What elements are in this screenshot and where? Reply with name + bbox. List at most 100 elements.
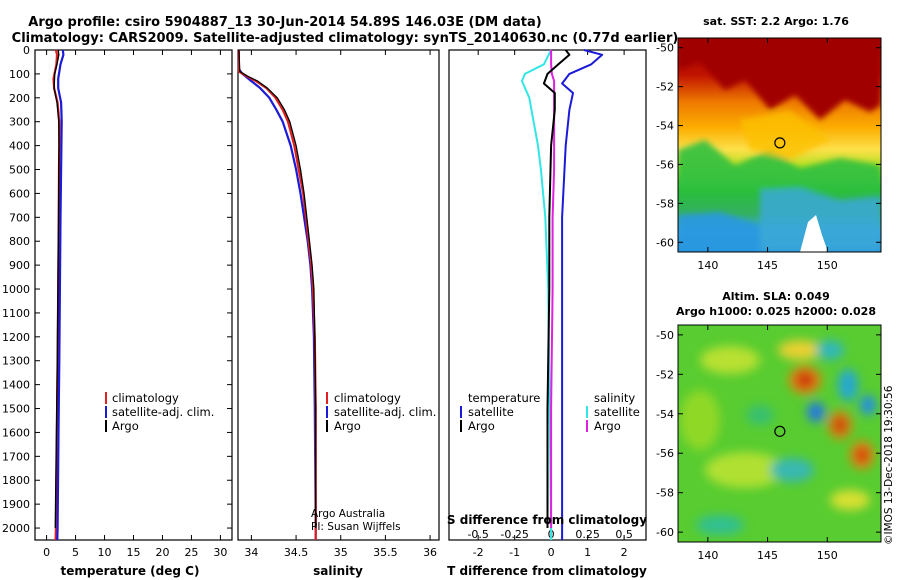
depth-tick-label: 1400 — [2, 379, 30, 392]
legend-title-salinity: salinity — [594, 391, 635, 405]
legend-swatch-argo — [105, 420, 107, 432]
x-tick-label: 34.5 — [284, 546, 309, 559]
legend-label-satellite-adj: satellite-adj. clim. — [112, 405, 214, 419]
credit-pi: PI: Susan Wijffels — [311, 521, 401, 533]
sst-map-title: sat. SST: 2.2 Argo: 1.76 — [703, 15, 849, 28]
salinity-frame — [237, 49, 440, 541]
profile-location-marker — [774, 425, 786, 437]
x-tick-label: 34 — [244, 546, 258, 559]
x-tick-label: 2 — [621, 546, 628, 559]
salinity-legend: climatology satellite-adj. clim. Argo — [326, 391, 436, 433]
depth-tick-label: 1100 — [2, 307, 30, 320]
depth-tick-label: 1600 — [2, 426, 30, 439]
lat-tick-label: -60 — [656, 526, 674, 539]
legend-swatch-argo — [326, 420, 328, 432]
depth-tick-label: 1800 — [2, 474, 30, 487]
title-line-2: Climatology: CARS2009. Satellite-adjuste… — [12, 31, 679, 46]
legend-swatch-satellite-adj — [105, 406, 107, 418]
depth-tick-label: 800 — [9, 235, 30, 248]
depth-tick-label: 900 — [9, 259, 30, 272]
series-line-argo — [53, 49, 60, 529]
depth-tick-label: 1000 — [2, 283, 30, 296]
legend-swatch-s-satellite — [586, 406, 588, 418]
legend-swatch-climatology — [326, 392, 328, 404]
x-tick-label: 25 — [184, 546, 198, 559]
series-line-t-argo — [542, 49, 571, 528]
depth-tick-label: 1900 — [2, 498, 30, 511]
salinity-xlabel: salinity — [313, 564, 363, 578]
legend-label-argo: Argo — [112, 419, 139, 433]
lat-tick-label: -50 — [656, 42, 674, 55]
sst-map: sat. SST: 2.2 Argo: 1.76 -50 -52 -54 -56 -58… — [656, 15, 882, 272]
lon-tick-label: 140 — [697, 549, 718, 562]
legend-label-s-satellite: satellite — [594, 405, 640, 419]
sst-map-axes: -50 -52 -54 -56 -58 -60 140 145 150 — [656, 38, 881, 272]
s-difference-x-axis: -0.5 -0.25 0 0.25 0.5 — [467, 50, 633, 541]
x-tick-label: -2 — [473, 546, 484, 559]
difference-panel: -2 -1 0 1 2 -0.5 -0.25 0 0.25 0.5 T difference f… — [447, 49, 647, 578]
legend-swatch-t-satellite — [460, 406, 462, 418]
lat-tick-label: -50 — [656, 329, 674, 342]
lon-tick-label: 140 — [697, 259, 718, 272]
difference-series — [521, 49, 604, 540]
legend-title-temperature: temperature — [468, 391, 540, 405]
depth-tick-label: 400 — [9, 140, 30, 153]
series-line-s-satellite — [521, 49, 553, 540]
t-difference-xlabel: T difference from climatology — [447, 564, 647, 578]
temperature-frame — [34, 49, 233, 541]
sla-map-frame — [677, 324, 882, 543]
x-tick-label: 15 — [127, 546, 141, 559]
depth-tick-label: 0 — [23, 44, 30, 57]
lat-tick-label: -58 — [656, 197, 674, 210]
lon-tick-label: 145 — [757, 259, 778, 272]
sla-map: Altim. SLA: 0.049 Argo h1000: 0.025 h200… — [656, 290, 882, 562]
x-tick-label: 5 — [72, 546, 79, 559]
series-line-satellite-adj — [56, 49, 65, 541]
depth-tick-label: 500 — [9, 164, 30, 177]
lat-tick-label: -52 — [656, 81, 674, 94]
x-tick-label: 20 — [155, 546, 169, 559]
salinity-series — [237, 49, 317, 540]
imos-watermark: ©IMOS 13-Dec-2018 19:30:56 — [883, 385, 895, 545]
legend-label-satellite-adj: satellite-adj. clim. — [334, 405, 436, 419]
series-line-t-satellite — [561, 49, 604, 540]
legend-swatch-s-argo — [586, 420, 588, 432]
sla-field — [678, 325, 881, 542]
difference-legend: temperature satellite Argo salinity sate… — [460, 391, 640, 433]
depth-tick-label: 1500 — [2, 403, 30, 416]
land-mask — [800, 215, 828, 252]
title-line-1: Argo profile: csiro 5904887_13 30-Jun-20… — [28, 15, 541, 30]
salinity-panel: 34 34.5 35 35.5 36 salinity climatology sate… — [237, 49, 440, 578]
lat-tick-label: -54 — [656, 120, 674, 133]
lon-tick-label: 145 — [757, 549, 778, 562]
temperature-x-axis: 0 5 10 15 20 25 30 — [43, 50, 227, 559]
temperature-xlabel: temperature (deg C) — [61, 564, 200, 578]
legend-label-argo: Argo — [334, 419, 361, 433]
x-tick-label: 0 — [548, 546, 555, 559]
lat-tick-label: -54 — [656, 408, 674, 421]
sla-map-axes: -50 -52 -54 -56 -58 -60 140 145 150 — [656, 325, 881, 562]
salinity-x-axis: 34 34.5 35 35.5 36 — [244, 50, 437, 559]
s-tick-label: -0.5 — [467, 528, 488, 541]
legend-label-s-argo: Argo — [594, 419, 621, 433]
legend-label-t-argo: Argo — [468, 419, 495, 433]
lat-tick-label: -52 — [656, 368, 674, 381]
depth-tick-label: 700 — [9, 211, 30, 224]
legend-swatch-t-argo — [460, 420, 462, 432]
temperature-panel: 0100200300400500600700800900100011001200… — [2, 44, 646, 578]
legend-label-climatology: climatology — [112, 391, 179, 405]
x-tick-label: 10 — [98, 546, 112, 559]
depth-tick-label: 1700 — [2, 450, 30, 463]
depth-tick-label: 2000 — [2, 522, 30, 535]
lon-tick-label: 150 — [817, 549, 838, 562]
sla-map-title-1: Altim. SLA: 0.049 — [722, 290, 829, 303]
x-tick-label: 35.5 — [373, 546, 398, 559]
temperature-series — [52, 49, 65, 541]
legend-swatch-climatology — [105, 392, 107, 404]
depth-tick-label: 300 — [9, 116, 30, 129]
series-line-argo — [238, 49, 317, 528]
legend-swatch-satellite-adj — [326, 406, 328, 418]
s-tick-label: 0.25 — [575, 528, 600, 541]
depth-tick-label: 1200 — [2, 331, 30, 344]
